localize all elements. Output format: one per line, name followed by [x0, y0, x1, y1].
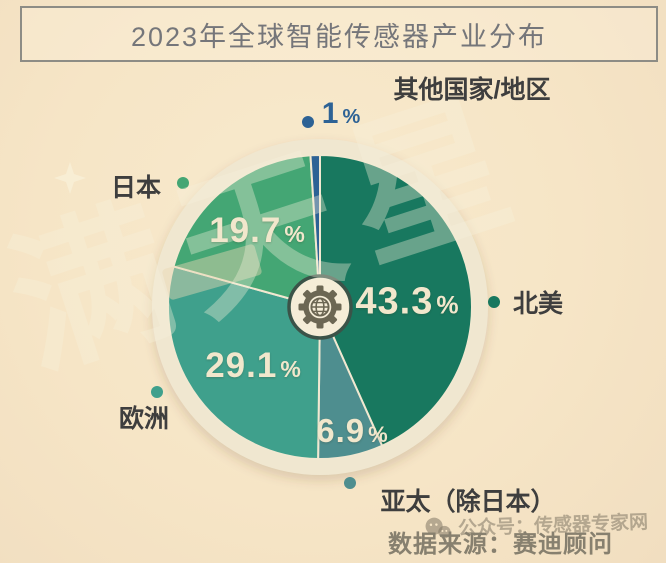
callout-dot-0 [488, 296, 500, 308]
callout-dot-2 [151, 386, 163, 398]
center-hub [287, 274, 353, 340]
callout-dot-3 [177, 177, 189, 189]
title-box: 2023年全球智能传感器产业分布 [20, 6, 658, 62]
pie-slices [167, 154, 473, 460]
pie-slice-3 [172, 154, 321, 308]
account-watermark: 公众号：传感器专家网 [424, 507, 649, 542]
watermark-tag [162, 244, 262, 300]
pie-slice-4 [309, 154, 321, 308]
wechat-icon [425, 517, 451, 538]
callout-dot-4 [302, 116, 314, 128]
callout-dot-1 [344, 477, 356, 489]
pie-slice-0 [319, 154, 473, 447]
callout-dots [151, 116, 500, 489]
chart-title: 2023年全球智能传感器产业分布 [130, 21, 548, 52]
data-source: 数据来源：赛迪顾问 [388, 531, 613, 558]
pie-slice-2 [167, 265, 321, 460]
globe-gear-icon [298, 285, 342, 329]
star-sparkle-icon [54, 162, 86, 194]
